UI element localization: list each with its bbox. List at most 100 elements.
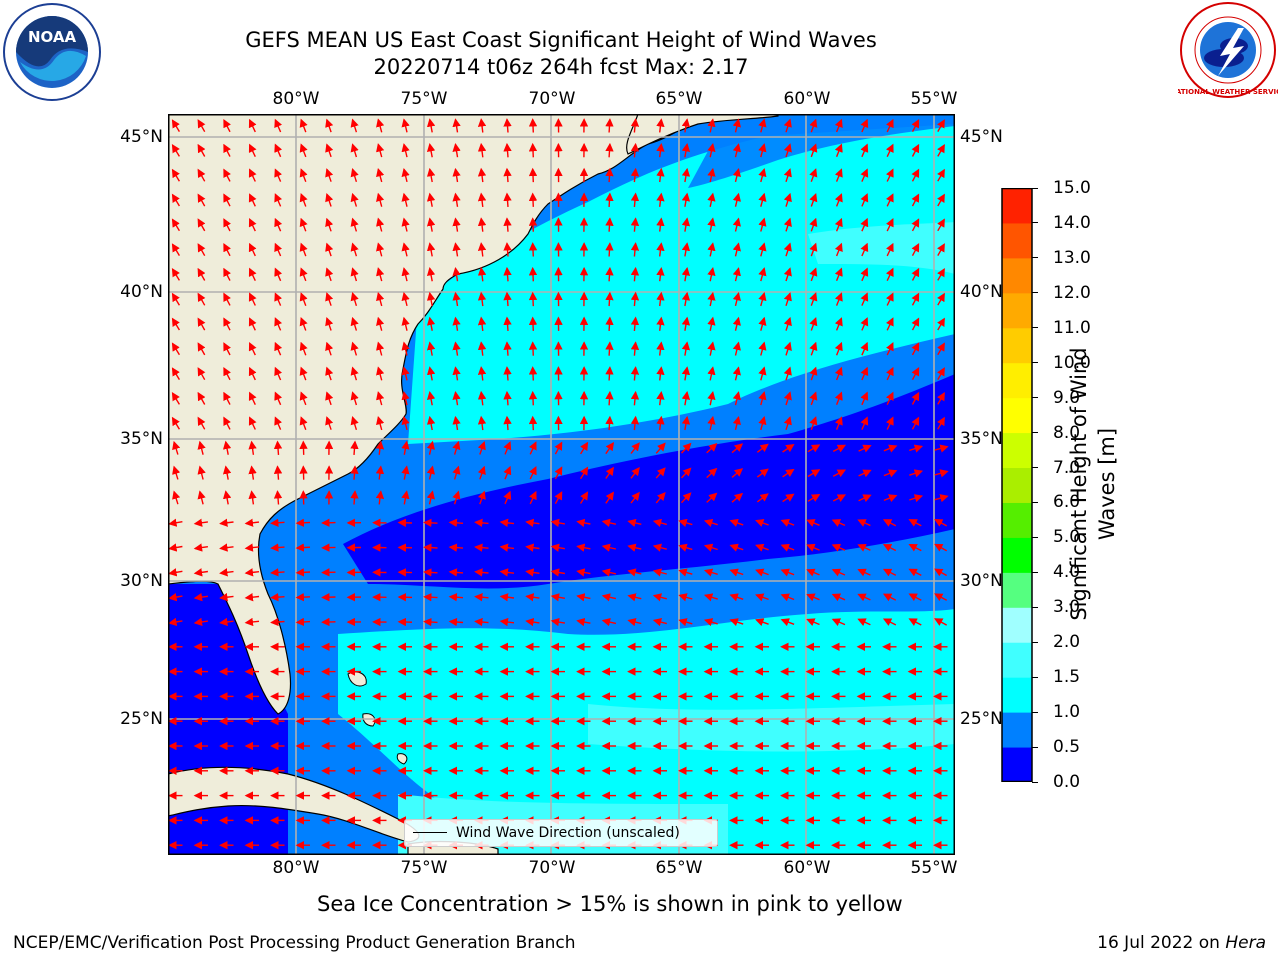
wind-wave-arrow <box>295 617 311 627</box>
wind-wave-arrow <box>448 518 464 528</box>
colorbar-bin <box>1002 257 1032 294</box>
wind-wave-arrow <box>223 267 231 281</box>
lat-tick-left-30n: 30°N <box>120 571 163 591</box>
wind-wave-arrow <box>528 415 538 431</box>
wind-wave-arrow <box>630 242 640 257</box>
wind-wave-arrow <box>934 568 948 577</box>
wind-wave-arrow <box>806 618 820 627</box>
wind-wave-arrow <box>376 242 385 257</box>
wind-wave-arrow <box>707 291 716 307</box>
wind-wave-arrow <box>934 494 949 503</box>
wind-wave-arrow <box>783 316 792 331</box>
wind-wave-arrow <box>758 366 767 381</box>
wind-wave-arrow <box>499 593 515 602</box>
wind-wave-arrow <box>223 416 231 430</box>
wind-wave-arrow <box>780 593 795 602</box>
wind-wave-arrow <box>758 143 767 158</box>
wind-wave-arrow <box>550 593 566 602</box>
wind-wave-arrow <box>529 441 537 455</box>
colorbar-bin <box>1002 572 1032 608</box>
wind-wave-arrow <box>299 242 308 257</box>
wind-wave-arrow <box>731 468 744 478</box>
wind-wave-arrow <box>426 267 436 282</box>
wind-wave-arrow <box>426 118 436 133</box>
wind-wave-arrow <box>325 341 334 356</box>
wind-wave-arrow <box>934 469 949 478</box>
wind-wave-arrow <box>809 143 818 158</box>
wind-wave-arrow <box>197 119 206 133</box>
wind-wave-arrow <box>223 168 231 182</box>
wind-wave-arrow <box>834 391 843 406</box>
wind-wave-arrow <box>452 167 461 183</box>
colorbar-bin <box>1002 327 1032 364</box>
wind-wave-arrow <box>780 618 795 627</box>
wind-wave-arrow <box>274 143 283 158</box>
wind-wave-arrow <box>168 617 183 627</box>
wind-wave-arrow <box>274 317 283 331</box>
wind-wave-arrow <box>908 543 922 552</box>
wind-wave-arrow <box>219 518 234 527</box>
wind-wave-arrow <box>350 416 359 431</box>
wind-wave-arrow <box>426 366 436 381</box>
wind-wave-arrow <box>703 568 718 577</box>
wind-wave-arrow <box>832 444 847 453</box>
colorbar-tick-label: 5.0 <box>1053 527 1081 548</box>
wind-wave-arrow <box>758 415 767 431</box>
wind-wave-arrow <box>755 519 769 527</box>
wind-wave-arrow <box>273 465 283 480</box>
wind-wave-arrow <box>528 242 538 257</box>
wind-wave-arrow <box>401 192 410 207</box>
wind-wave-arrow <box>883 494 898 503</box>
wind-wave-arrow <box>886 193 894 207</box>
wind-wave-arrow <box>605 366 614 381</box>
wind-wave-arrow <box>911 367 920 381</box>
wind-wave-arrow <box>934 593 948 602</box>
wind-wave-arrow <box>503 192 512 207</box>
colorbar-tick-mark <box>1032 292 1038 294</box>
wind-wave-arrow <box>197 168 206 182</box>
wind-wave-arrow <box>909 444 924 453</box>
wind-wave-arrow <box>756 468 769 478</box>
wind-wave-arrow <box>605 466 615 479</box>
wind-wave-arrow <box>656 415 665 431</box>
wind-wave-arrow <box>171 268 180 281</box>
wind-wave-arrow <box>860 416 869 430</box>
wind-wave-arrow <box>477 316 487 331</box>
wind-wave-arrow <box>299 217 308 232</box>
wind-wave-arrow <box>858 469 872 478</box>
wind-wave-arrow <box>171 367 180 380</box>
wind-wave-arrow <box>193 592 208 602</box>
wind-wave-arrow <box>576 593 591 602</box>
wind-wave-arrow <box>886 391 894 406</box>
colorbar-bin <box>1002 432 1032 469</box>
wind-wave-arrow <box>528 217 538 232</box>
wind-wave-arrow <box>528 192 538 207</box>
wind-wave-arrow <box>168 568 183 577</box>
colorbar-bin <box>1002 467 1032 503</box>
wind-wave-arrow <box>426 465 435 480</box>
wind-wave-arrow <box>244 518 260 527</box>
wind-wave-arrow <box>860 217 869 232</box>
wind-wave-arrow <box>172 490 181 505</box>
wind-wave-arrow <box>755 618 769 627</box>
lat-tick-right-35n: 35°N <box>960 429 1003 449</box>
wind-wave-arrow <box>783 366 792 381</box>
wind-wave-arrow <box>908 593 922 602</box>
wind-wave-arrow <box>295 543 311 552</box>
wind-wave-arrow <box>299 341 308 356</box>
wind-wave-arrow <box>630 266 640 282</box>
wind-wave-arrow <box>937 292 945 306</box>
wind-wave-arrow <box>401 465 410 480</box>
wind-wave-arrow <box>806 519 820 527</box>
wind-wave-arrow <box>707 143 716 158</box>
wind-wave-arrow <box>503 316 512 331</box>
wind-wave-arrow <box>706 492 718 503</box>
wind-wave-arrow <box>223 143 231 157</box>
wind-wave-arrow <box>325 267 334 282</box>
wind-wave-arrow <box>477 440 486 455</box>
colorbar-tick-label: 10.0 <box>1053 352 1091 373</box>
wind-wave-arrow <box>223 391 231 405</box>
colorbar-bin <box>1002 607 1032 643</box>
wind-wave-arrow <box>732 316 741 331</box>
wind-wave-arrow <box>401 366 410 381</box>
